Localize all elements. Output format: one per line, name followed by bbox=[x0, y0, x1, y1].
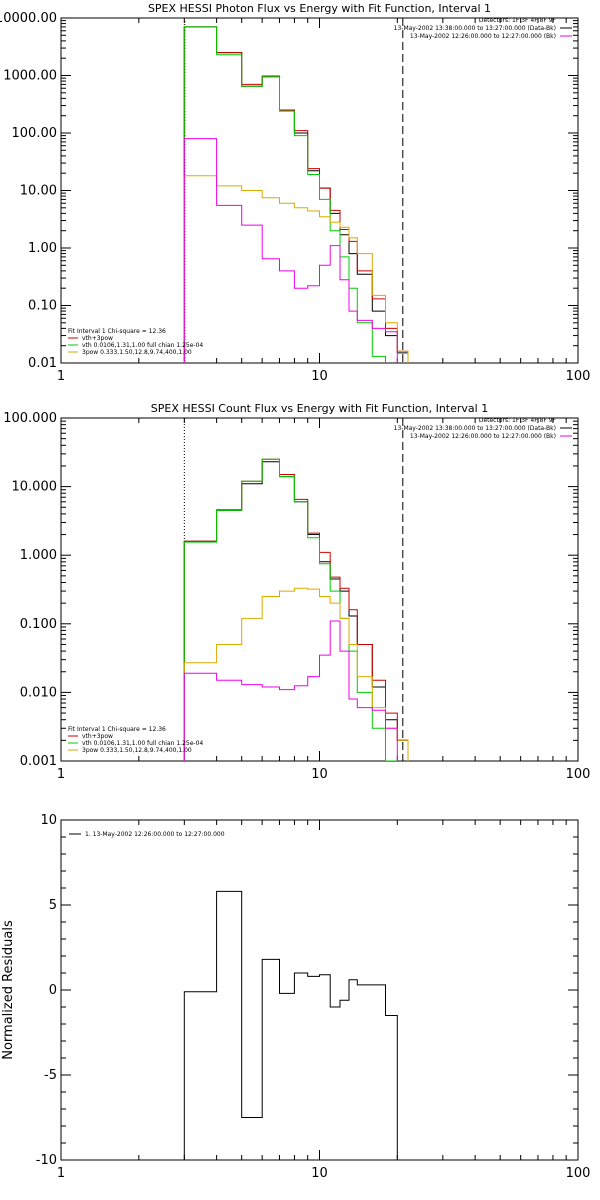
fit-legend-label: vth 0.0106,1.31,1.00 full chian 1.25e-04 bbox=[82, 342, 203, 349]
chart-panel-2: SPEX HESSI Count Flux vs Energy with Fit… bbox=[3, 402, 590, 782]
x-tick-label: 100 bbox=[566, 767, 591, 782]
x-tick-label: 10 bbox=[311, 1166, 328, 1181]
y-tick-label: 0 bbox=[49, 983, 57, 998]
series-line-5 bbox=[183, 620, 398, 761]
fit-legend-title: Fit Interval 1 Chi-square = 12.36 bbox=[68, 328, 166, 335]
x-tick-label: 1 bbox=[57, 767, 65, 782]
fit-legend-label: vth+3pow bbox=[82, 335, 113, 342]
x-tick-label: 10 bbox=[311, 369, 328, 384]
y-tick-label: 10 bbox=[40, 813, 57, 828]
series-line-3 bbox=[183, 26, 386, 363]
y-tick-label: 100.000 bbox=[3, 411, 57, 426]
info-text-1: Detectors: 1F 3F 4F 8F 9F bbox=[479, 17, 557, 24]
x-tick-label: 1 bbox=[57, 1166, 65, 1181]
x-tick-label: 100 bbox=[566, 369, 591, 384]
residual-legend-label: 1. 13-May-2002 12:26:00.000 to 12:27:00.… bbox=[85, 831, 225, 838]
x-tick-label: 100 bbox=[566, 1166, 591, 1181]
y-tick-label: 10.000 bbox=[12, 480, 58, 495]
series-line-3 bbox=[183, 458, 398, 761]
y-tick-label: 100.00 bbox=[12, 126, 58, 141]
y-tick-label: 0.100 bbox=[20, 617, 57, 632]
y-tick-label: 10.00 bbox=[20, 184, 57, 199]
fit-legend-label: vth+3pow bbox=[82, 733, 113, 740]
series-line-4 bbox=[183, 587, 409, 761]
chart-title: SPEX HESSI Photon Flux vs Energy with Fi… bbox=[148, 2, 491, 15]
y-tick-label: 0.001 bbox=[20, 754, 57, 769]
y-tick-label: 0.10 bbox=[28, 299, 57, 314]
y-tick-label: -10 bbox=[36, 1153, 57, 1168]
series-line-1 bbox=[183, 461, 409, 761]
y-axis-label: Normalized Residuals bbox=[1, 920, 16, 1060]
fit-legend-label: 3pow 0.333,1.50,12.8,9.74,400,1.00 bbox=[82, 349, 192, 356]
fit-legend-title: Fit Interval 1 Chi-square = 12.36 bbox=[68, 726, 166, 733]
info-text-2: 13-May-2002 13:38:00.000 to 13:27:00.000… bbox=[394, 425, 556, 432]
fit-legend-label: 3pow 0.333,1.50,12.8,9.74,400,1.00 bbox=[82, 747, 192, 754]
series-line-4 bbox=[183, 175, 409, 363]
y-tick-label: 1.00 bbox=[28, 241, 57, 256]
series-line-2 bbox=[183, 26, 409, 363]
y-tick-label: -5 bbox=[44, 1068, 57, 1083]
y-tick-label: 0.01 bbox=[28, 356, 57, 371]
series-line-1 bbox=[183, 26, 409, 363]
y-tick-label: 0.010 bbox=[20, 685, 57, 700]
x-tick-label: 1 bbox=[57, 369, 65, 384]
chart-panel-1: SPEX HESSI Photon Flux vs Energy with Fi… bbox=[0, 2, 591, 384]
y-tick-label: 1000.00 bbox=[3, 69, 57, 84]
y-tick-label: 10000.00 bbox=[0, 11, 57, 26]
y-tick-label: 1.000 bbox=[20, 548, 57, 563]
series-line-2 bbox=[183, 458, 409, 761]
plot-frame bbox=[60, 819, 579, 1161]
series-line-1 bbox=[183, 890, 398, 1160]
series-line-5 bbox=[183, 138, 398, 363]
fit-legend-label: vth 0.0106,1.31,1.00 full chian 1.25e-04 bbox=[82, 740, 203, 747]
x-tick-label: 10 bbox=[311, 767, 328, 782]
info-text-1: Detectors: 1F 3F 4F 8F 9F bbox=[479, 417, 557, 424]
chart-panel-3: 1 10 100 -10 -5 0 5 10 Normalized Residuals 1. 13… bbox=[1, 813, 590, 1181]
chart-title: SPEX HESSI Count Flux vs Energy with Fit… bbox=[151, 402, 488, 415]
info-text-2: 13-May-2002 13:38:00.000 to 13:27:00.000… bbox=[394, 25, 556, 32]
info-text-3: 13-May-2002 12:26:00.000 to 12:27:00.000… bbox=[410, 433, 556, 440]
y-tick-label: 5 bbox=[49, 898, 57, 913]
info-text-3: 13-May-2002 12:26:00.000 to 12:27:00.000… bbox=[410, 33, 556, 40]
